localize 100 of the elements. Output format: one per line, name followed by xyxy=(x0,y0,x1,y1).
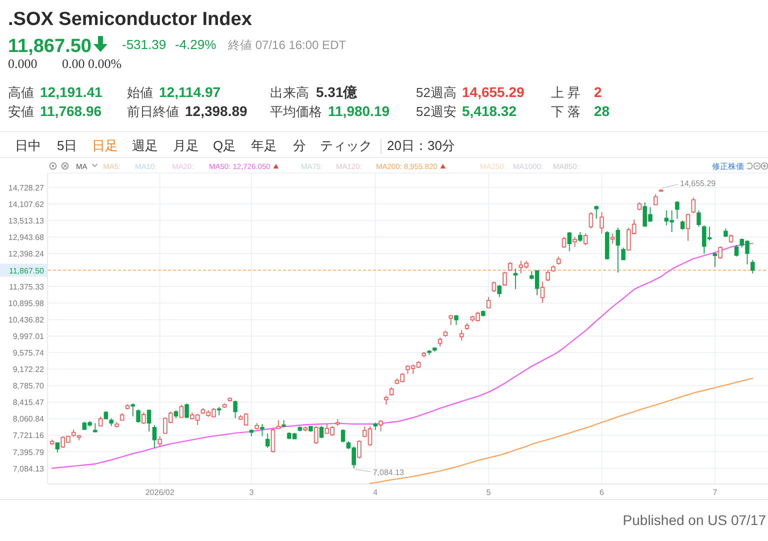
text: -531.39 xyxy=(122,37,166,52)
text: 5,418.32 xyxy=(462,103,517,119)
y-tick-label: 7,084.13 xyxy=(12,464,45,474)
y-tick-label: 8,415.47 xyxy=(12,398,45,408)
chart-title: .SOX Semiconductor Index xyxy=(8,9,252,30)
candlestick xyxy=(216,406,222,416)
text: 5日 xyxy=(57,138,78,153)
candlestick xyxy=(93,422,98,433)
candlestick xyxy=(179,404,184,418)
text: 前日終値 xyxy=(127,104,179,119)
candlestick xyxy=(314,426,318,444)
y-tick-label: 10,436.82 xyxy=(8,316,45,325)
candlestick xyxy=(481,310,486,317)
candlestick xyxy=(270,428,276,454)
candlestick xyxy=(303,426,308,432)
candlestick xyxy=(567,232,572,252)
candlestick xyxy=(621,247,626,261)
candlestick xyxy=(675,200,680,220)
chart-subtitle: 11,867.50 xyxy=(8,36,92,57)
text: 20日：30分 xyxy=(387,138,455,153)
text: 11,980.19 xyxy=(328,103,390,119)
y-tick-label: 13,513.13 xyxy=(8,216,45,226)
y-tick-label: 12,943.68 xyxy=(8,232,45,242)
candlestick xyxy=(249,428,254,437)
text: 月足 xyxy=(173,138,199,153)
candlestick xyxy=(378,420,383,432)
candlestick xyxy=(546,270,550,282)
line-series xyxy=(51,242,754,469)
text: Q足 xyxy=(213,138,236,153)
text: 日中 xyxy=(15,138,41,153)
candlestick xyxy=(152,424,157,448)
candlestick xyxy=(120,412,124,422)
text: 12,191.41 xyxy=(40,84,102,100)
y-tick-label: 14,728.27 xyxy=(8,183,45,192)
y-tick-label: 10,895.98 xyxy=(8,299,45,308)
text: 高値 xyxy=(8,85,34,100)
y-tick-label: 11,375.33 xyxy=(9,282,45,292)
ref-line-label: 11,867.50 xyxy=(9,266,45,276)
annotation: 7,084.13 xyxy=(372,468,405,477)
candlestick xyxy=(98,416,103,427)
candlestick xyxy=(658,188,664,192)
candlestick xyxy=(600,212,604,234)
text: 始値 xyxy=(127,85,153,100)
candlestick xyxy=(130,402,135,417)
text: 52週高 xyxy=(416,85,456,100)
candlestick xyxy=(422,352,426,358)
candlestick xyxy=(497,284,502,298)
candlestick xyxy=(254,422,259,430)
y-tick-label: 7,721.16 xyxy=(12,431,45,440)
y-tick-label: 7,395.79 xyxy=(12,448,45,457)
text: 12,398.89 xyxy=(185,103,248,119)
candlestick xyxy=(605,230,610,260)
candlestick xyxy=(556,256,561,266)
candlestick xyxy=(109,418,114,426)
text: 上 昇 xyxy=(551,85,581,100)
candlestick xyxy=(443,330,448,338)
candlestick xyxy=(502,271,507,286)
y-tick-label: 9,172.22 xyxy=(12,365,45,374)
candlestick xyxy=(184,402,189,419)
candlestick xyxy=(357,440,362,459)
candlestick xyxy=(492,281,496,293)
x-tick-label: 4 xyxy=(373,488,378,497)
y-tick-label: 14,107.62 xyxy=(8,200,45,209)
text: 2 xyxy=(594,84,602,100)
candlestick xyxy=(438,337,442,347)
candlestick xyxy=(540,281,545,304)
candlestick xyxy=(427,350,432,356)
candlestick xyxy=(384,395,388,406)
candlestick xyxy=(724,228,728,238)
candlestick xyxy=(142,412,146,424)
candlestick xyxy=(233,400,238,419)
text: -4.29% xyxy=(175,37,217,52)
candlestick xyxy=(76,434,82,441)
candlestick xyxy=(508,261,512,272)
text: 終値 07/16 16:00 EDT xyxy=(227,38,347,52)
candlestick xyxy=(551,264,556,272)
candlestick xyxy=(686,213,690,242)
candlestick xyxy=(282,420,286,428)
candlestick xyxy=(308,426,313,432)
text: 52週安 xyxy=(416,104,456,119)
candlestick xyxy=(125,404,130,410)
candlestick xyxy=(71,428,76,438)
text: 0.000 xyxy=(8,56,38,71)
candlestick xyxy=(486,296,491,309)
candlestick xyxy=(691,197,696,214)
candlestick xyxy=(588,212,594,229)
text: Published on US 07/17 xyxy=(622,512,766,528)
candlestick xyxy=(336,418,340,426)
text: 分 xyxy=(293,138,306,153)
candlestick xyxy=(158,436,162,448)
candlestick xyxy=(654,194,658,206)
candlestick xyxy=(616,227,620,273)
candlestick xyxy=(578,232,582,242)
y-tick-label: 9,997.01 xyxy=(12,332,45,342)
text: 年足 xyxy=(251,138,277,153)
candlestick xyxy=(637,202,642,211)
candlestick xyxy=(432,346,437,352)
candlestick xyxy=(50,439,54,446)
candlestick xyxy=(464,322,470,330)
text: 安値 xyxy=(8,104,34,119)
